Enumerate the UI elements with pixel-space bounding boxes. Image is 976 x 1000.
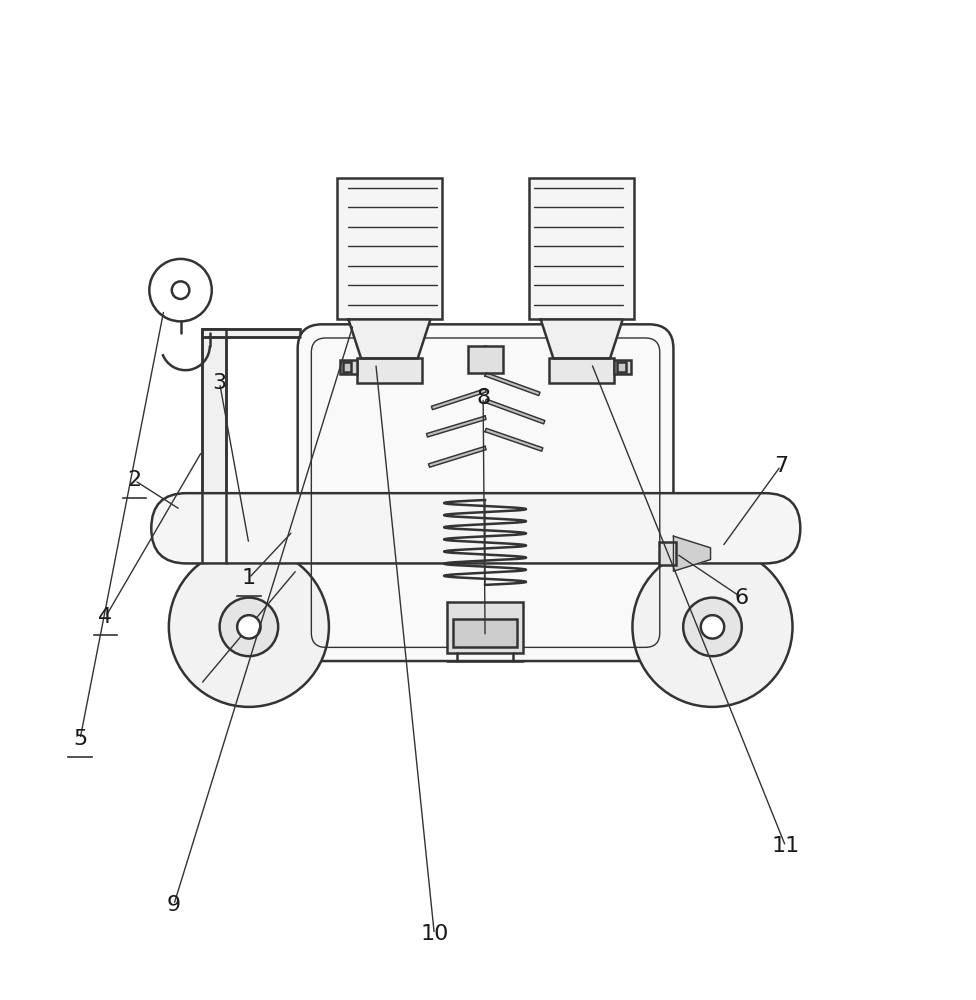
Polygon shape (427, 416, 486, 437)
Text: 9: 9 (167, 895, 181, 915)
Bar (468, 346, 503, 373)
Bar (614, 360, 631, 374)
Bar (337, 178, 442, 319)
Bar (202, 329, 226, 563)
Bar (340, 360, 357, 374)
Bar (453, 619, 517, 647)
Bar (202, 329, 300, 337)
Circle shape (683, 598, 742, 656)
Bar (343, 362, 351, 372)
Polygon shape (348, 319, 430, 358)
Bar (549, 358, 614, 383)
Polygon shape (485, 428, 543, 451)
Text: 11: 11 (772, 836, 799, 856)
Bar (529, 178, 634, 319)
Bar (357, 358, 422, 383)
Circle shape (172, 281, 189, 299)
Circle shape (632, 547, 793, 707)
Polygon shape (428, 446, 486, 467)
Polygon shape (431, 389, 486, 410)
Polygon shape (485, 373, 540, 396)
Bar (659, 542, 676, 565)
Circle shape (220, 598, 278, 656)
Bar (447, 602, 523, 653)
Text: 6: 6 (735, 588, 749, 608)
Text: 2: 2 (128, 470, 142, 490)
Circle shape (169, 547, 329, 707)
Text: 4: 4 (99, 607, 112, 627)
Text: 8: 8 (476, 388, 490, 408)
Circle shape (237, 615, 261, 639)
Text: 3: 3 (213, 373, 226, 393)
Polygon shape (673, 536, 711, 571)
Polygon shape (541, 319, 623, 358)
Text: 1: 1 (242, 568, 256, 588)
Bar (617, 362, 626, 372)
Text: 5: 5 (73, 729, 87, 749)
Text: 10: 10 (420, 924, 449, 944)
Circle shape (701, 615, 724, 639)
Text: 7: 7 (774, 456, 788, 476)
Polygon shape (485, 399, 545, 424)
FancyBboxPatch shape (298, 324, 673, 661)
FancyBboxPatch shape (151, 493, 800, 563)
